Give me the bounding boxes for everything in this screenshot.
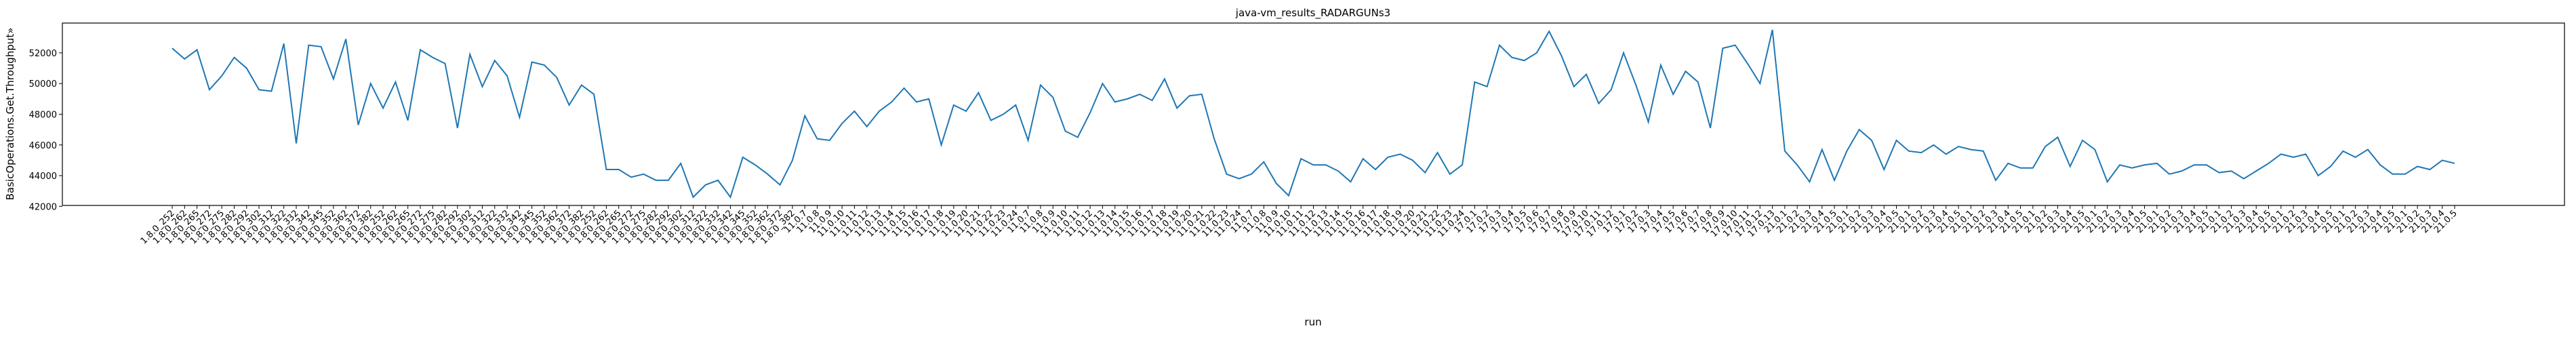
y-tick-label: 42000 [29,202,57,212]
line-series [172,29,2455,199]
plot-frame [62,22,2565,206]
y-tick-label: 48000 [29,111,57,121]
x-axis-label: run [1304,316,1321,328]
y-tick-label: 44000 [29,172,57,182]
y-axis-label: BasicOperations.Get.Throughput» [4,28,16,201]
y-tick-label: 50000 [29,79,57,89]
y-tick-label: 46000 [29,141,57,151]
y-tick-label: 52000 [29,49,57,59]
chart-title: java-vm_results_RADARGUNs3 [1235,7,1390,20]
